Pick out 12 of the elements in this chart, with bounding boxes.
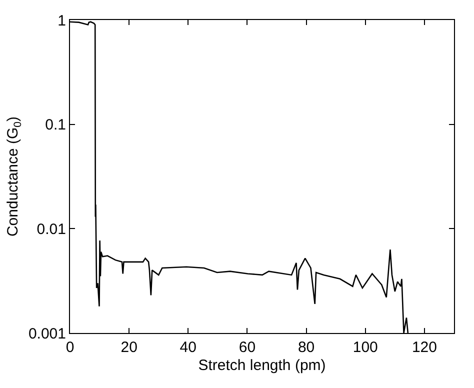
x-axis-title: Stretch length (pm) xyxy=(198,357,326,374)
x-tick-label: 60 xyxy=(238,339,256,356)
x-tick-label: 80 xyxy=(298,339,315,356)
y-tick-label: 1 xyxy=(58,12,66,30)
x-tick-label: 100 xyxy=(352,339,378,356)
x-tick-label: 0 xyxy=(66,339,74,356)
x-tick-label: 20 xyxy=(120,339,138,356)
x-tick-label: 120 xyxy=(412,339,437,356)
y-tick-label: 0.001 xyxy=(28,325,66,342)
x-tick-label: 40 xyxy=(180,339,196,356)
y-tick-label: 0.01 xyxy=(36,220,66,238)
y-tick-label: 0.1 xyxy=(45,116,66,134)
